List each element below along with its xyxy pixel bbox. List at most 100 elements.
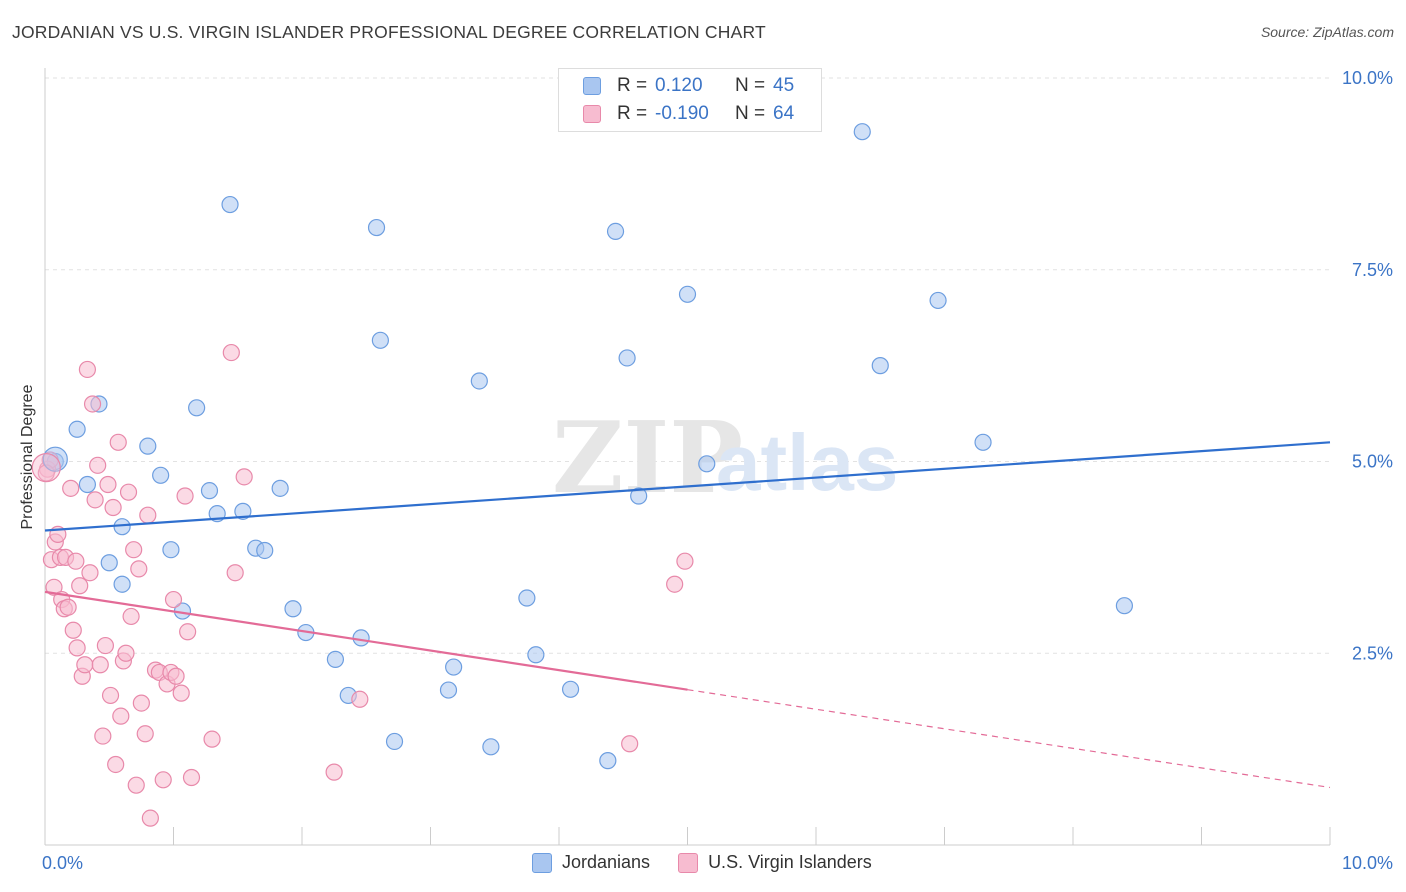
data-point: [154, 771, 172, 789]
data-point: [678, 285, 697, 303]
data-point: [112, 707, 130, 725]
legend-row-jordanians: R = 0.120 N = 45: [583, 74, 794, 98]
data-point: [42, 446, 68, 472]
data-point: [203, 730, 221, 748]
data-point: [385, 732, 404, 751]
data-point: [352, 629, 370, 647]
data-point: [86, 491, 104, 509]
legend-item-virgin-islanders: U.S. Virgin Islanders: [678, 852, 872, 873]
legend-swatch-virgin-islanders: [678, 852, 699, 873]
y-tick-label: 5.0%: [1352, 452, 1393, 472]
data-point: [132, 694, 150, 712]
data-point: [630, 487, 648, 505]
legend-row-virgin-islanders: R = -0.190 N = 64: [583, 102, 794, 126]
data-point: [45, 578, 63, 596]
data-point: [139, 506, 157, 524]
legend-r-value: -0.190: [655, 103, 709, 124]
y-tick-label: 10.0%: [1342, 68, 1393, 88]
data-point: [200, 482, 219, 500]
data-point: [182, 768, 201, 787]
legend-r-label: R =: [617, 75, 648, 96]
data-point: [68, 420, 86, 438]
correlation-legend: R = 0.120 N = 45 R = -0.190 N = 64: [558, 68, 822, 132]
data-point: [139, 437, 157, 455]
source-label: Source: ZipAtlas.com: [1260, 24, 1394, 40]
data-point: [527, 646, 545, 664]
data-point: [666, 575, 684, 593]
data-point: [68, 639, 86, 657]
data-point: [1115, 597, 1134, 615]
data-point: [83, 395, 102, 413]
data-point: [122, 607, 140, 626]
legend-n-value: 45: [773, 75, 795, 96]
data-point: [871, 357, 889, 375]
data-point: [172, 684, 190, 702]
data-point: [99, 475, 117, 494]
watermark-zip: ZIP: [552, 401, 743, 516]
data-point: [929, 291, 947, 310]
legend-label-jordanians: Jordanians: [562, 852, 651, 872]
x-tick-label: 0.0%: [42, 853, 83, 873]
data-point: [152, 466, 170, 484]
legend-swatch-jordanians: [583, 77, 601, 95]
data-point: [96, 636, 114, 655]
data-point: [91, 656, 109, 674]
trend-line-virgin-islanders: [44, 590, 688, 691]
data-point: [284, 600, 302, 618]
chart-title: JORDANIAN VS U.S. VIRGIN ISLANDER PROFES…: [12, 22, 766, 42]
data-point: [235, 468, 253, 486]
watermark-atlas: atlas: [716, 418, 898, 507]
data-point: [141, 809, 159, 827]
series-jordanians: [46, 123, 1134, 770]
data-point: [256, 541, 274, 560]
data-point: [470, 372, 488, 390]
data-point: [89, 456, 107, 474]
data-point: [130, 560, 148, 578]
data-point: [325, 763, 343, 781]
trend-lines: [44, 441, 1331, 789]
legend-r-label: R =: [617, 103, 648, 124]
trend-line-virgin-islanders-extension: [687, 689, 1331, 789]
data-point: [222, 343, 240, 362]
data-point: [136, 725, 154, 743]
data-point: [67, 552, 85, 570]
data-point: [64, 621, 82, 639]
data-point: [188, 399, 206, 417]
data-point: [618, 349, 636, 367]
legend-r-value: 0.120: [655, 75, 703, 96]
legend-n-value: 64: [773, 103, 795, 124]
legend-n-label: N =: [735, 103, 766, 124]
data-point: [179, 623, 197, 641]
data-point: [599, 752, 617, 770]
y-tick-label: 7.5%: [1352, 260, 1393, 280]
data-point: [107, 755, 125, 774]
data-point: [445, 658, 463, 676]
data-point: [518, 589, 536, 607]
data-point: [167, 667, 185, 685]
data-point: [162, 541, 180, 559]
data-point: [78, 475, 97, 494]
data-point: [676, 552, 694, 570]
data-point: [367, 218, 386, 237]
data-point: [621, 735, 639, 753]
data-point: [31, 453, 61, 483]
data-point: [226, 564, 244, 582]
y-tick-label: 2.5%: [1352, 643, 1393, 663]
data-point: [109, 433, 127, 451]
data-point: [101, 686, 120, 705]
legend-label-virgin-islanders: U.S. Virgin Islanders: [708, 852, 872, 872]
data-point: [164, 590, 183, 609]
trend-line-jordanians: [44, 441, 1331, 532]
data-point: [351, 690, 369, 708]
data-point: [234, 502, 252, 520]
data-point: [371, 331, 389, 349]
data-point: [326, 650, 345, 668]
data-point: [81, 564, 99, 582]
data-points: [31, 123, 1134, 827]
data-point: [71, 577, 89, 595]
data-point: [76, 656, 94, 674]
data-point: [59, 598, 77, 616]
data-point: [974, 433, 992, 451]
data-point: [119, 483, 138, 501]
legend-swatch-jordanians: [532, 852, 552, 873]
